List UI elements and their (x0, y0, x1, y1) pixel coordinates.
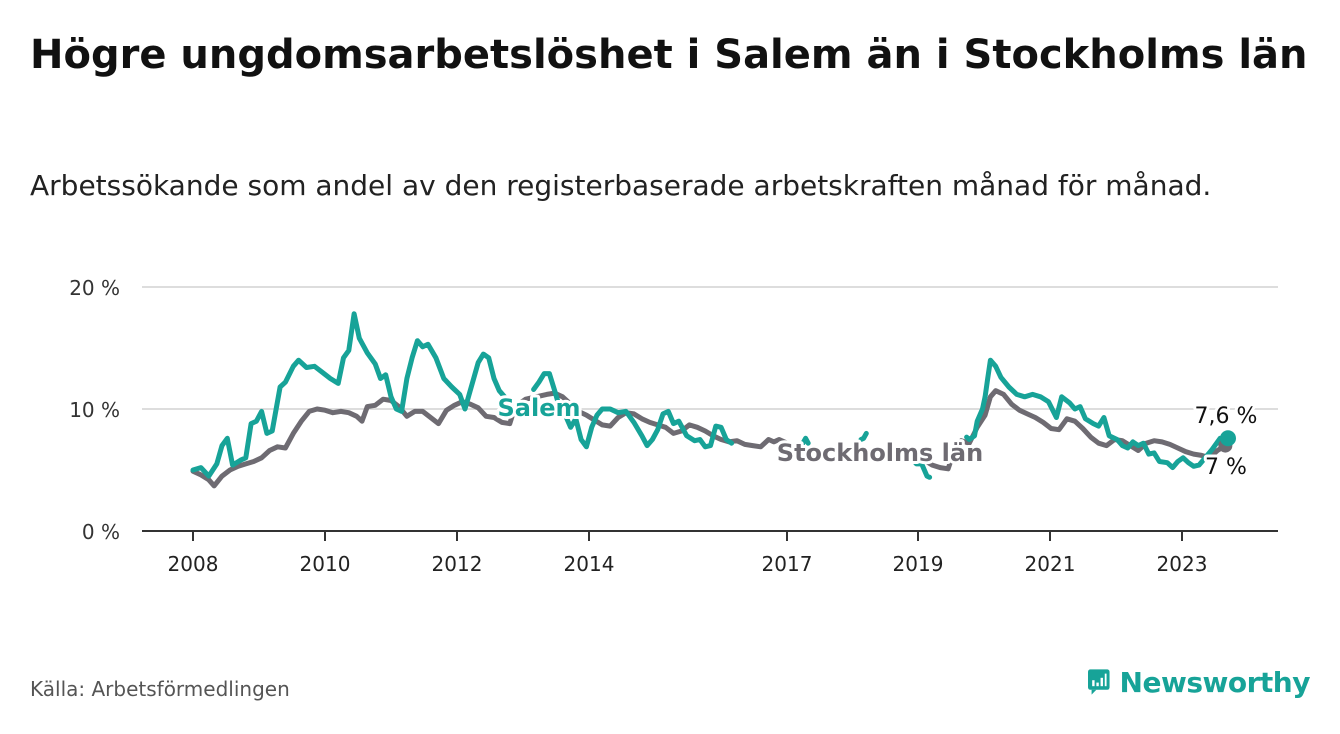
x-tick-label-2021: 2021 (1025, 552, 1076, 576)
newsworthy-logo-text: Newsworthy (1119, 665, 1311, 699)
series-label-stockholm-halo: Stockholms län (777, 439, 983, 467)
chart-subtitle: Arbetssökande som andel av den registerb… (30, 169, 1212, 202)
series-label-salem-halo: Salem (498, 394, 581, 422)
end-label-salem-text: 7,6 % (1195, 404, 1258, 429)
newsworthy-logo[interactable]: Newsworthy (1088, 660, 1311, 704)
series-line-salem (190, 311, 1231, 480)
y-axis-tick-labels: 0 % 10 % 20 % (69, 276, 120, 544)
end-label-stockholm-halo: 7 % (1205, 455, 1247, 480)
y-tick-label-0: 0 % (82, 520, 120, 544)
grid-lines (142, 286, 1278, 532)
chart-title: Högre ungdomsarbetslöshet i Salem än i S… (30, 32, 1308, 78)
x-axis-tick-labels: 2008 2010 2012 2014 2017 2019 2021 2023 (168, 531, 1208, 576)
end-label-stockholm: 7 %7 % (1202, 452, 1250, 483)
y-tick-label-20: 20 % (69, 276, 120, 300)
x-tick-label-2019: 2019 (893, 552, 944, 576)
line-chart: 0 % 10 % 20 % 2008 2010 2012 2014 2017 2019 2021… (69, 276, 1278, 576)
end-label-salem: 7,6 %7,6 % (1192, 401, 1261, 432)
source-note: Källa: Arbetsförmedlingen (30, 677, 290, 701)
x-tick-label-2008: 2008 (168, 552, 219, 576)
series-lines (190, 311, 1236, 489)
end-label-stockholm-text: 7 % (1205, 455, 1247, 480)
x-tick-label-2023: 2023 (1157, 552, 1208, 576)
x-tick-label-2010: 2010 (300, 552, 351, 576)
end-dot-salem (1220, 430, 1236, 447)
newsworthy-logo-icon (1088, 669, 1110, 695)
series-label-salem-text: Salem (498, 394, 581, 422)
y-tick-label-10: 10 % (69, 398, 120, 422)
x-tick-label-2017: 2017 (762, 552, 813, 576)
series-label-stockholm-text: Stockholms län (777, 439, 983, 467)
x-tick-label-2014: 2014 (564, 552, 615, 576)
x-tick-label-2012: 2012 (432, 552, 483, 576)
end-label-salem-halo: 7,6 % (1195, 404, 1258, 429)
